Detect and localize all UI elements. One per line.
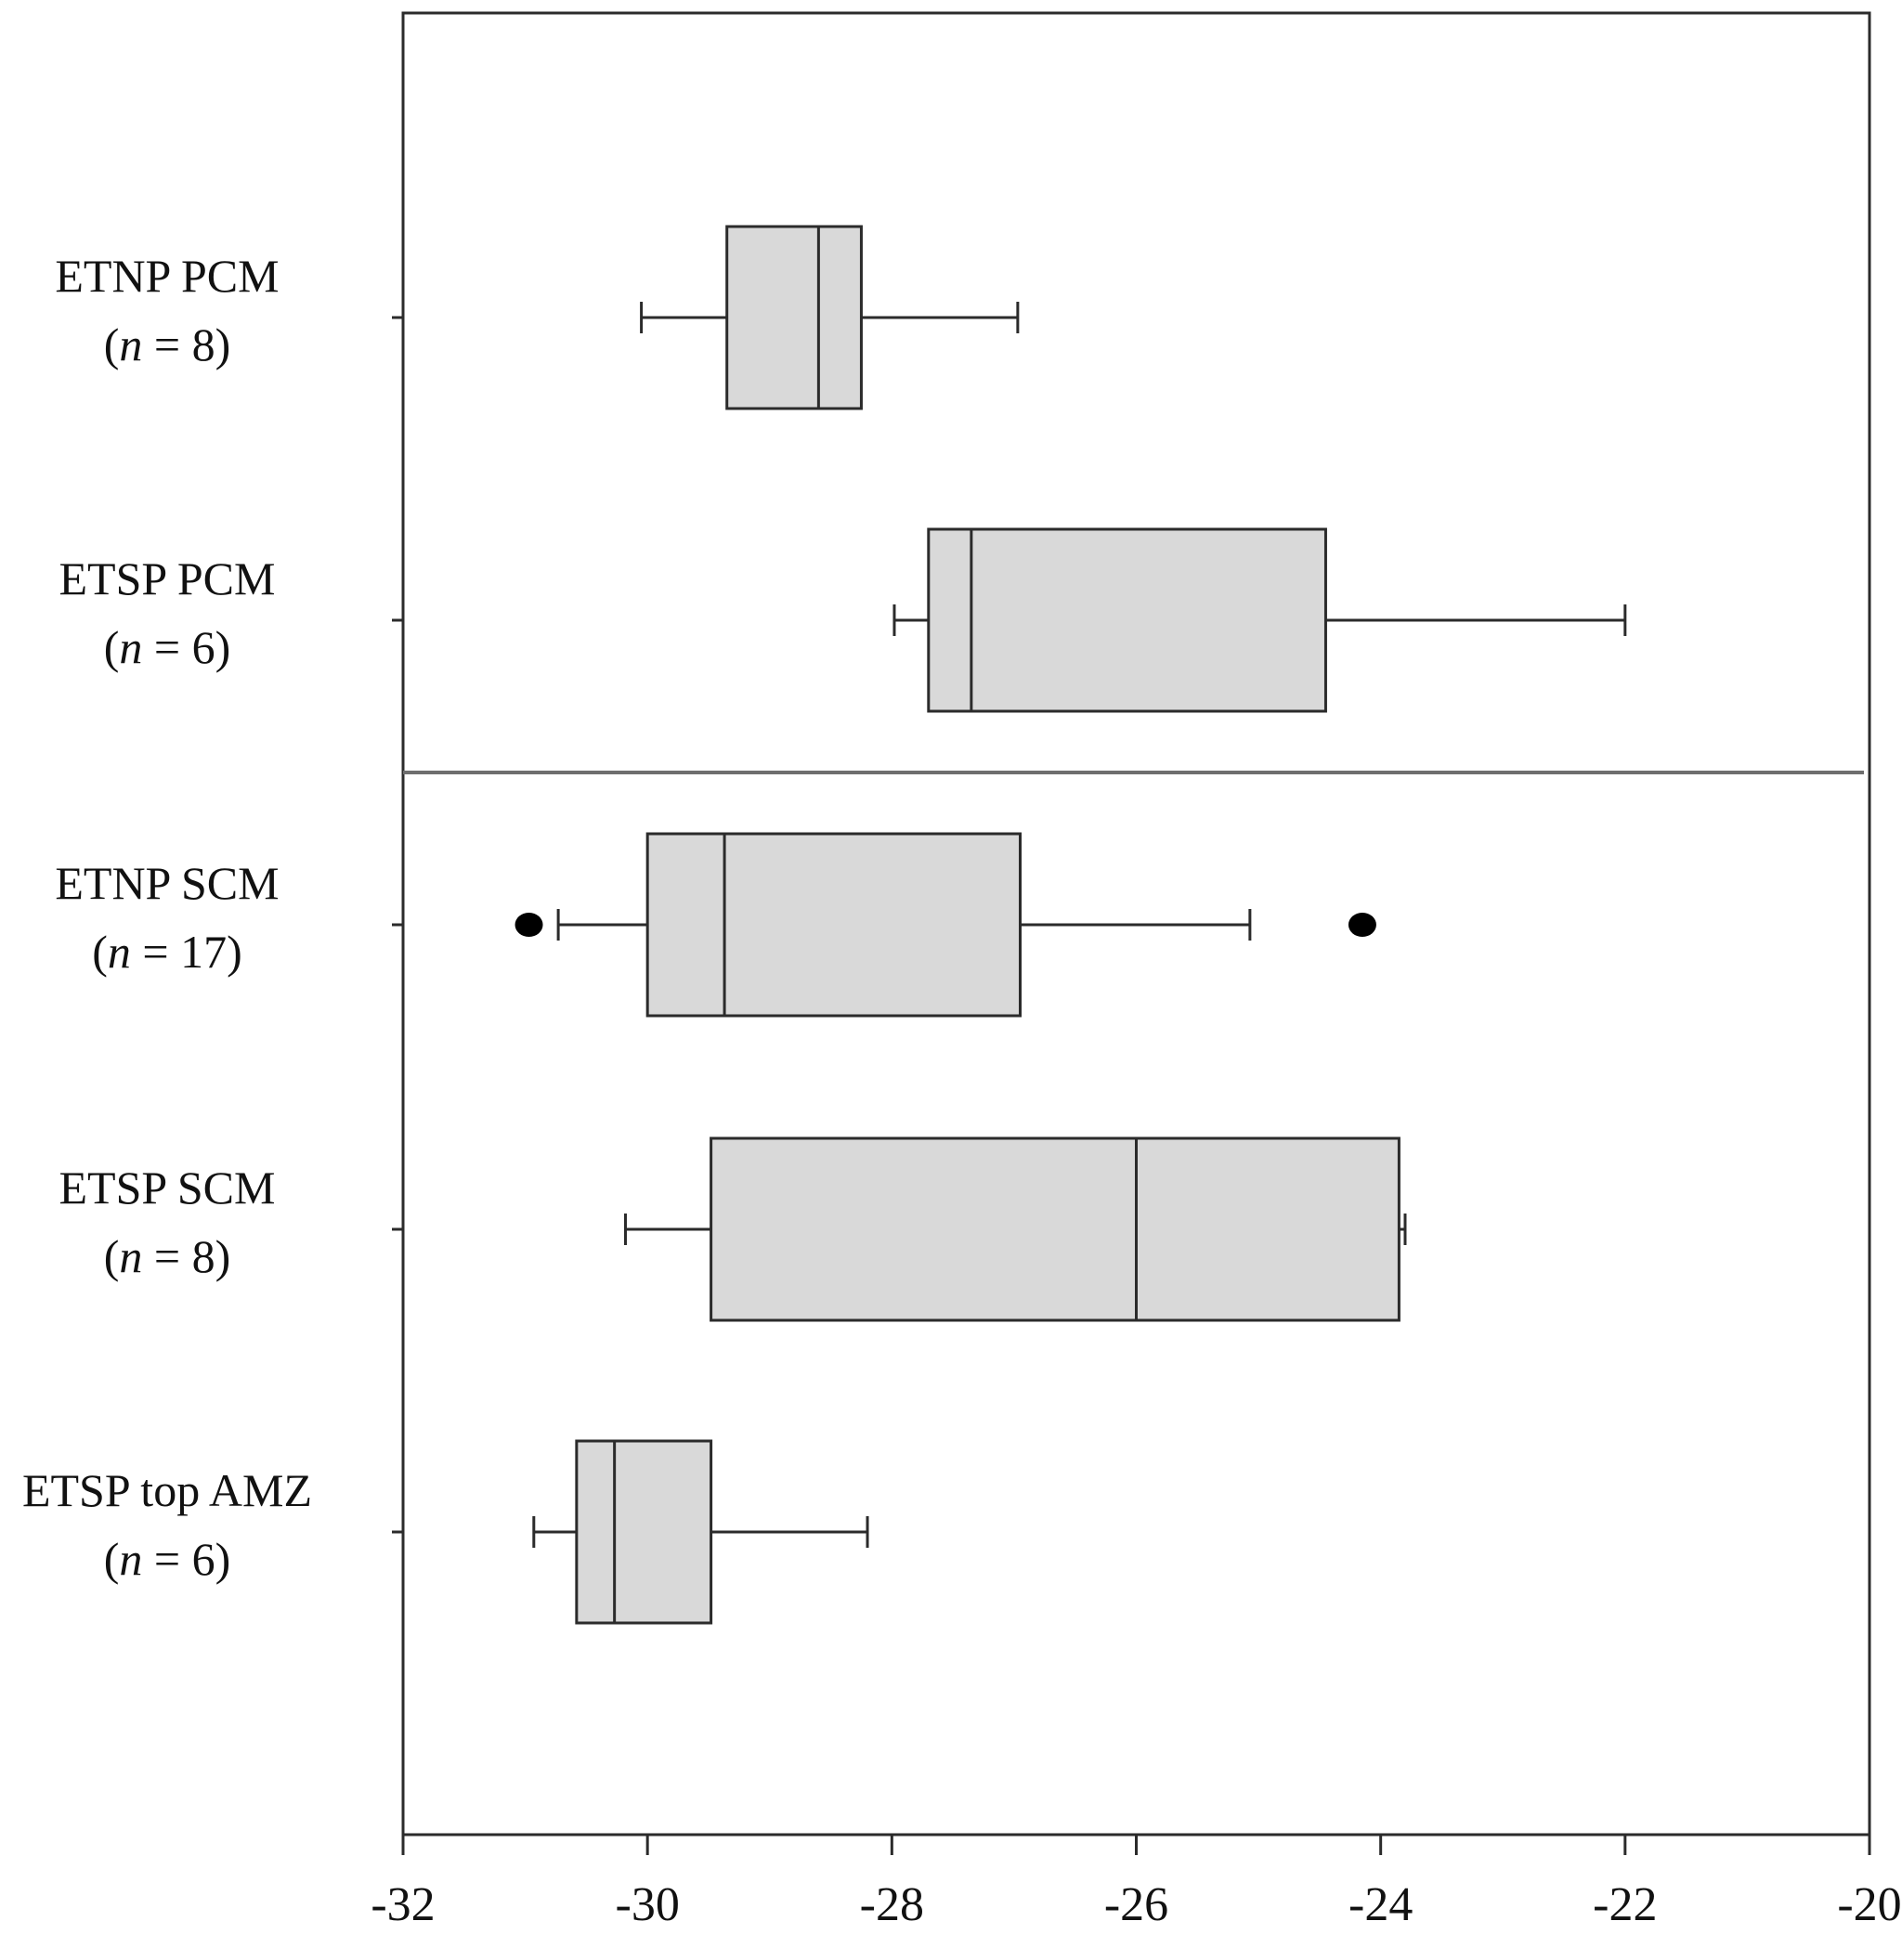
iqr-box [575, 1439, 713, 1625]
box-group [892, 527, 1627, 713]
x-tick-label: -20 [1837, 1878, 1901, 1931]
x-tick-label: -26 [1104, 1878, 1168, 1931]
box-group [623, 1136, 1407, 1322]
category-label: ETSP SCM [59, 1162, 276, 1214]
outlier-point [515, 913, 543, 937]
iqr-box [710, 1136, 1400, 1322]
iqr-box [927, 527, 1327, 713]
boxes [515, 225, 1627, 1625]
n-label: (n = 8) [104, 1230, 231, 1282]
iqr-box [645, 832, 1022, 1018]
n-label: (n = 6) [104, 1533, 231, 1585]
n-label: (n = 17) [92, 926, 242, 978]
n-label: (n = 8) [104, 318, 231, 370]
box-group [532, 1439, 869, 1625]
x-tick-label: -30 [616, 1878, 680, 1931]
x-axis: -32 -30 -28 -26 -24 -22 -20 [371, 1835, 1902, 1931]
category-labels: ETNP PCM (n = 8) ETSP PCM (n = 6) ETNP SCM (n… [22, 250, 403, 1585]
iqr-box [725, 225, 863, 410]
x-tick-label: -28 [860, 1878, 924, 1931]
box-group [640, 225, 1020, 410]
category-label: ETSP top AMZ [22, 1464, 312, 1516]
box-group [515, 832, 1376, 1018]
category-label: ETNP SCM [55, 857, 279, 909]
n-label: (n = 6) [104, 621, 231, 673]
category-label: ETSP PCM [59, 552, 276, 604]
x-tick-label: -22 [1593, 1878, 1657, 1931]
category-label: ETNP PCM [55, 250, 279, 302]
outlier-point [1348, 913, 1376, 937]
x-tick-label: -24 [1348, 1878, 1413, 1931]
x-tick-label: -32 [371, 1878, 435, 1931]
